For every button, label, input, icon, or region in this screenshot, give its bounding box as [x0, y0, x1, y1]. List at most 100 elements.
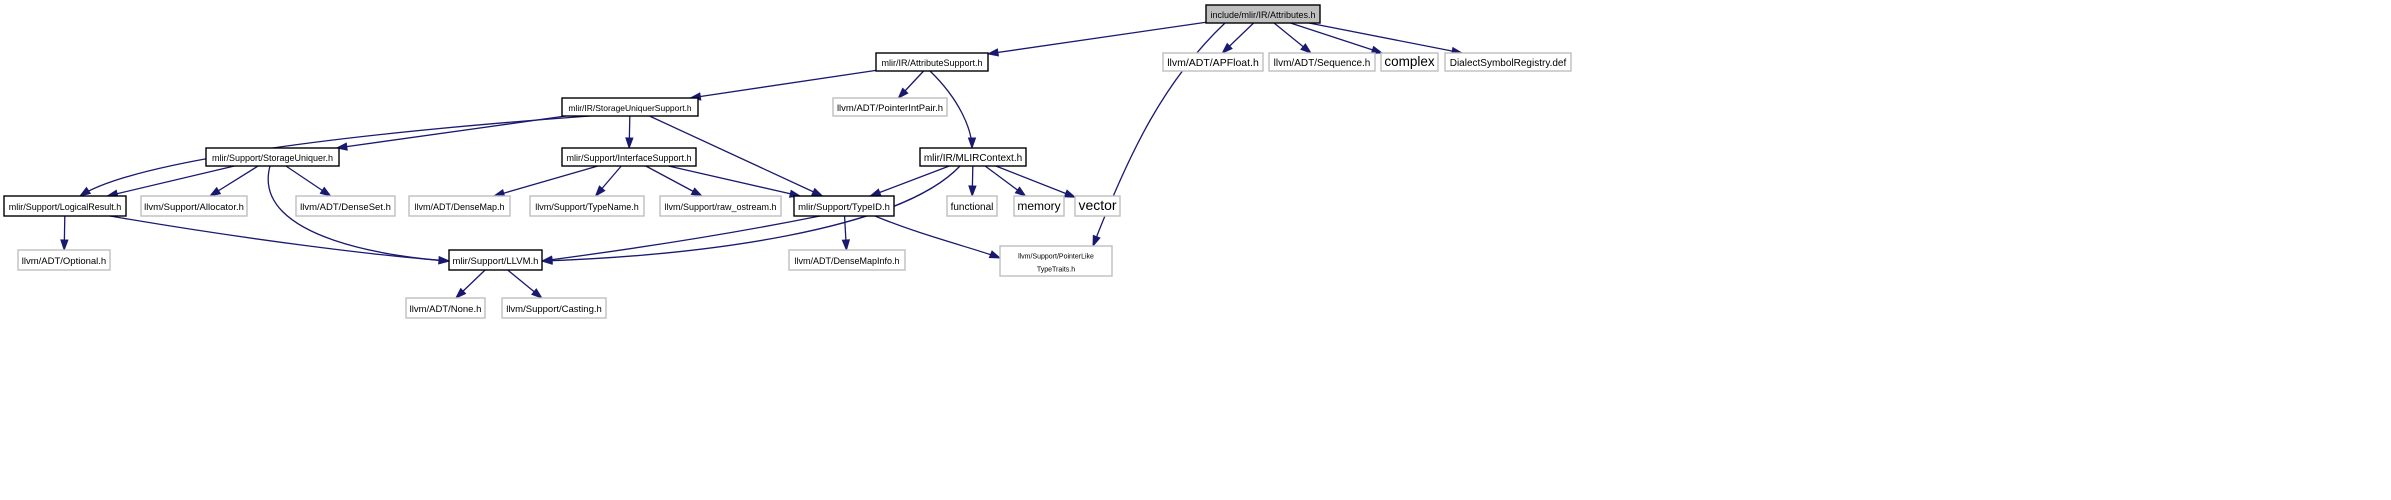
node-casting-box — [501, 297, 607, 319]
edge-attributes-to-complex-arrowhead — [1370, 45, 1384, 54]
node-storageuniquersupport-label: mlir/IR/StorageUniquerSupport.h — [568, 103, 692, 113]
edge-storageuniquersupport-to-typeid-line — [649, 115, 823, 197]
node-llvm[interactable]: mlir/Support/LLVM.h — [448, 249, 543, 271]
node-storageuniquer-box — [205, 147, 340, 167]
node-logicalresult[interactable]: mlir/Support/LogicalResult.h — [3, 195, 127, 217]
edge-mlircontext-to-llvm-line — [541, 165, 961, 262]
node-apfloat[interactable]: llvm/ADT/APFloat.h — [1162, 52, 1264, 72]
edge-llvm-to-casting — [507, 269, 543, 299]
node-apfloat-box — [1162, 52, 1264, 72]
edge-typeid-to-pointerliketypetraits — [874, 215, 1002, 259]
node-none[interactable]: llvm/ADT/None.h — [405, 297, 486, 319]
node-attributes[interactable]: include/mlir/IR/Attributes.h — [1205, 4, 1321, 24]
node-typename[interactable]: llvm/Support/TypeName.h — [529, 195, 645, 217]
node-memory[interactable]: memory — [1013, 195, 1065, 217]
node-mlircontext-box — [919, 147, 1027, 167]
edge-mlircontext-to-memory-arrowhead — [1014, 186, 1027, 197]
nodes-layer: include/mlir/IR/Attributes.h mlir/IR/Attr… — [3, 4, 1572, 319]
node-pointerintpair[interactable]: llvm/ADT/PointerIntPair.h — [832, 97, 948, 117]
node-rawostream[interactable]: llvm/Support/raw_ostream.h — [659, 195, 782, 217]
node-functional-label: functional — [951, 202, 994, 213]
node-rawostream-box — [659, 195, 782, 217]
edge-mlircontext-to-typeid — [868, 165, 950, 197]
node-none-box — [405, 297, 486, 319]
edge-storageuniquersupport-to-interfacesupport-arrowhead — [625, 137, 634, 150]
edge-mlircontext-to-vector — [995, 165, 1077, 198]
node-dialectsymbolregistry-label: DialectSymbolRegistry.def — [1450, 58, 1567, 69]
node-complex[interactable]: complex — [1380, 52, 1439, 72]
node-typeid-label: mlir/Support/TypeID.h — [798, 202, 890, 213]
node-pointerintpair-label: llvm/ADT/PointerIntPair.h — [837, 103, 943, 114]
edge-attributes-to-complex-line — [1290, 22, 1383, 54]
node-denseset-box — [295, 195, 396, 217]
edge-mlircontext-to-typeid-arrowhead — [868, 188, 882, 197]
edge-attributesupport-to-mlircontext-arrowhead — [967, 137, 977, 150]
edge-interfacesupport-to-densemap-line — [493, 165, 599, 197]
node-attributesupport-label: mlir/IR/AttributeSupport.h — [881, 58, 982, 68]
edge-attributes-to-attributesupport — [986, 21, 1207, 57]
node-densemap-box — [408, 195, 511, 217]
edge-attributes-to-apfloat-arrowhead — [1221, 42, 1233, 55]
node-optional[interactable]: llvm/ADT/Optional.h — [17, 249, 111, 271]
node-pointerintpair-box — [832, 97, 948, 117]
node-dialectsymbolregistry[interactable]: DialectSymbolRegistry.def — [1444, 52, 1572, 72]
node-allocator[interactable]: llvm/Support/Allocator.h — [140, 195, 248, 217]
node-vector[interactable]: vector — [1074, 195, 1121, 217]
node-storageuniquer[interactable]: mlir/Support/StorageUniquer.h — [205, 147, 340, 167]
node-vector-box — [1074, 195, 1121, 217]
node-sequence-box — [1268, 52, 1376, 72]
node-interfacesupport[interactable]: mlir/Support/InterfaceSupport.h — [561, 147, 697, 167]
edge-typeid-to-llvm-line — [541, 215, 821, 262]
edge-storageuniquer-to-denseset — [285, 165, 332, 197]
node-attributes-box — [1205, 4, 1321, 24]
node-attributesupport[interactable]: mlir/IR/AttributeSupport.h — [875, 52, 989, 72]
edge-llvm-to-casting-arrowhead — [531, 288, 543, 299]
node-typeid[interactable]: mlir/Support/TypeID.h — [793, 195, 895, 217]
node-densemap[interactable]: llvm/ADT/DenseMap.h — [408, 195, 511, 217]
node-pointerliketypetraits-label: llvm/Support/PointerLike TypeTraits.h — [1018, 254, 1094, 274]
edge-interfacesupport-to-rawostream — [645, 165, 704, 197]
node-dialectsymbolregistry-box — [1444, 52, 1572, 72]
node-functional[interactable]: functional — [946, 195, 998, 217]
edge-attributes-to-attributesupport-line — [987, 21, 1207, 55]
node-pointerliketypetraits[interactable]: llvm/Support/PointerLike TypeTraits.h — [999, 245, 1113, 277]
node-interfacesupport-box — [561, 147, 697, 167]
node-apfloat-label: llvm/ADT/APFloat.h — [1167, 57, 1259, 69]
edge-attributes-to-complex — [1290, 22, 1384, 54]
edge-mlircontext-to-memory — [984, 165, 1027, 197]
node-allocator-label: llvm/Support/Allocator.h — [144, 202, 244, 213]
edge-interfacesupport-to-typeid-line — [668, 165, 801, 197]
node-denseset[interactable]: llvm/ADT/DenseSet.h — [295, 195, 396, 217]
edge-typeid-to-llvm-arrowhead — [540, 255, 553, 264]
node-complex-box — [1380, 52, 1439, 72]
node-densemapinfo[interactable]: llvm/ADT/DenseMapInfo.h — [788, 249, 906, 271]
edge-mlircontext-to-vector-line — [995, 165, 1076, 198]
node-logicalresult-label: mlir/Support/LogicalResult.h — [9, 202, 122, 212]
edge-typeid-to-densemapinfo-arrowhead — [841, 239, 851, 252]
node-none-label: llvm/ADT/None.h — [410, 304, 482, 315]
node-mlircontext[interactable]: mlir/IR/MLIRContext.h — [919, 147, 1027, 167]
edge-attributes-to-attributesupport-arrowhead — [986, 48, 999, 57]
node-densemap-label: llvm/ADT/DenseMap.h — [414, 202, 504, 212]
node-memory-label: memory — [1017, 199, 1060, 213]
edge-attributesupport-to-pointerintpair — [897, 70, 925, 100]
edge-attributesupport-to-storageuniquersupport-line — [690, 69, 877, 99]
node-storageuniquersupport[interactable]: mlir/IR/StorageUniquerSupport.h — [561, 97, 699, 117]
node-allocator-box — [140, 195, 248, 217]
node-pointerliketypetraits-box — [999, 245, 1113, 277]
edge-mlircontext-to-vector-arrowhead — [1063, 189, 1077, 198]
edge-storageuniquer-to-allocator-arrowhead — [208, 186, 222, 197]
edge-llvm-to-none-arrowhead — [454, 287, 467, 300]
node-casting-label: llvm/Support/Casting.h — [506, 304, 602, 315]
node-vector-label: vector — [1078, 197, 1116, 213]
node-llvm-label: mlir/Support/LLVM.h — [453, 256, 539, 267]
edge-logicalresult-to-llvm-arrowhead — [438, 256, 451, 265]
node-sequence[interactable]: llvm/ADT/Sequence.h — [1268, 52, 1376, 72]
edge-attributes-to-pointerliketypetraits-arrowhead — [1092, 234, 1101, 248]
edge-mlircontext-to-functional-arrowhead — [968, 185, 977, 198]
node-casting[interactable]: llvm/Support/Casting.h — [501, 297, 607, 319]
edge-attributes-to-dialectsymbolregistry-line — [1308, 22, 1463, 54]
node-densemapinfo-label: llvm/ADT/DenseMapInfo.h — [794, 256, 899, 266]
edge-attributesupport-to-mlircontext — [929, 70, 977, 150]
node-optional-box — [17, 249, 111, 271]
